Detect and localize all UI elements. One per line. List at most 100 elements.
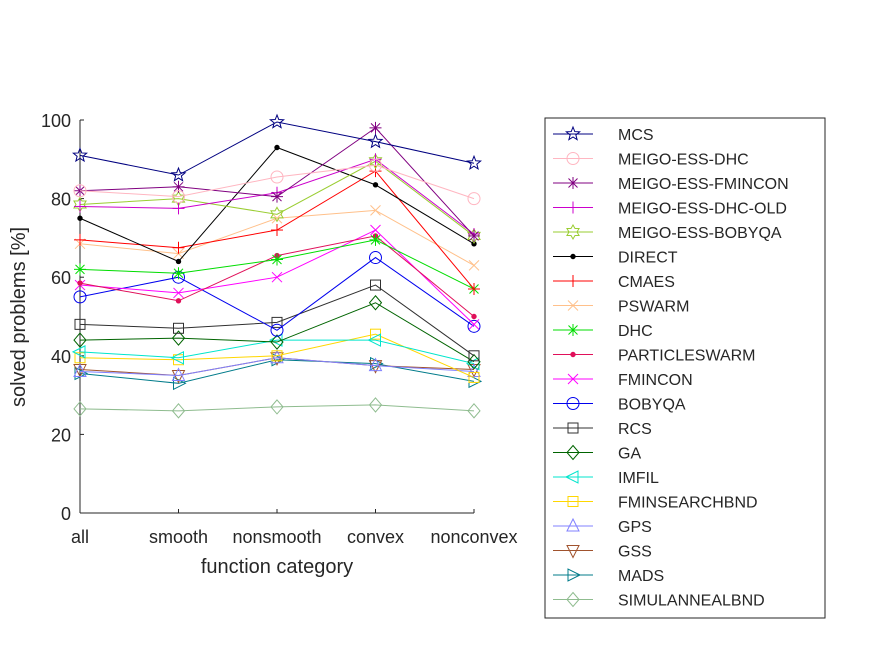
legend-label: MADS xyxy=(618,568,664,585)
data-point xyxy=(77,280,83,286)
data-point xyxy=(71,345,86,359)
marker-stroke xyxy=(370,205,381,216)
data-point xyxy=(467,364,481,378)
legend-item: PARTICLESWARM xyxy=(553,348,756,365)
data-point xyxy=(175,298,182,304)
series-line xyxy=(79,164,475,200)
data-point xyxy=(566,152,580,165)
data-point xyxy=(367,333,381,347)
series xyxy=(71,333,480,371)
data-point xyxy=(567,568,582,582)
x-tick-label: all xyxy=(71,527,89,547)
legend-item: MEIGO-ESS-BOBYQA xyxy=(553,223,782,242)
data-point xyxy=(271,271,283,283)
series xyxy=(73,397,481,419)
data-point xyxy=(271,316,283,328)
legend-label: RCS xyxy=(618,421,652,438)
data-point xyxy=(566,545,580,559)
data-point xyxy=(468,282,480,295)
data-point xyxy=(77,215,83,221)
series xyxy=(74,165,480,295)
x-axis-label: function category xyxy=(201,556,353,578)
series xyxy=(73,349,481,381)
legend-item: DHC xyxy=(553,323,653,340)
data-point xyxy=(567,300,579,311)
data-point xyxy=(74,318,86,330)
legend-item: DIRECT xyxy=(553,250,678,267)
data-point xyxy=(372,182,379,188)
data-point xyxy=(369,158,382,172)
legend-label: PSWARM xyxy=(618,299,689,316)
data-point xyxy=(565,125,581,141)
data-point xyxy=(172,190,185,204)
legend-label: MEIGO-ESS-DHC-OLD xyxy=(618,201,787,218)
data-point xyxy=(172,241,185,254)
data-point xyxy=(171,369,186,384)
legend-item: BOBYQA xyxy=(553,397,686,414)
marker-stroke xyxy=(567,300,579,311)
marker-stroke xyxy=(568,178,578,188)
data-point xyxy=(566,223,580,241)
data-point xyxy=(567,201,579,214)
data-point xyxy=(566,517,580,532)
x-tick-label: nonsmooth xyxy=(232,527,321,547)
series-line xyxy=(79,302,475,363)
data-point xyxy=(567,422,579,434)
legend-item: RCS xyxy=(553,421,652,438)
legend-label: MEIGO-ESS-BOBYQA xyxy=(618,225,782,242)
y-axis-label: solved problems [%] xyxy=(8,227,30,407)
data-point xyxy=(466,154,482,171)
data-point xyxy=(567,324,579,336)
data-point xyxy=(467,353,481,370)
data-point xyxy=(173,287,184,299)
series-line xyxy=(79,284,475,357)
data-point xyxy=(74,200,86,213)
legend-item: IMFIL xyxy=(553,470,659,487)
data-point xyxy=(370,224,381,236)
data-point xyxy=(271,253,283,266)
series xyxy=(74,328,480,383)
legend-label: PARTICLESWARM xyxy=(618,348,756,365)
legend-label: GPS xyxy=(618,519,652,536)
data-point xyxy=(270,206,284,223)
series-line xyxy=(79,146,475,263)
legend-label: GSS xyxy=(618,544,652,561)
series-line xyxy=(79,333,475,378)
y-tick-label: 20 xyxy=(51,425,71,445)
data-point xyxy=(370,279,381,291)
series-line xyxy=(79,404,475,412)
data-point xyxy=(467,319,481,333)
legend-label: CMAES xyxy=(618,274,675,291)
legend-label: DIRECT xyxy=(618,250,678,267)
legend-item: MEIGO-ESS-FMINCON xyxy=(553,176,789,193)
data-point xyxy=(73,290,87,304)
marker-stroke xyxy=(173,287,184,299)
x-tick-label: nonconvex xyxy=(430,527,517,547)
series-line xyxy=(79,256,475,331)
marker-stroke xyxy=(370,123,381,133)
legend-label: DHC xyxy=(618,323,653,340)
data-point xyxy=(468,260,480,271)
legend-label: FMINCON xyxy=(618,372,693,389)
data-point xyxy=(567,275,579,287)
data-point xyxy=(271,224,283,237)
data-point xyxy=(566,591,580,608)
data-point xyxy=(173,322,184,334)
data-point xyxy=(369,233,382,246)
data-point xyxy=(468,371,480,383)
marker-stroke xyxy=(469,231,479,241)
data-point xyxy=(368,397,383,413)
data-point xyxy=(467,192,481,206)
legend-item: PSWARM xyxy=(553,299,689,316)
data-point xyxy=(566,444,580,461)
data-point xyxy=(467,227,481,244)
series xyxy=(77,144,477,265)
series-line xyxy=(79,357,475,376)
legend: MCS MEIGO-ESS-DHC MEIGO-ESS-FMINCON MEIGO-E… xyxy=(544,117,826,619)
data-point xyxy=(567,496,579,507)
data-point xyxy=(564,470,579,484)
legend-label: BOBYQA xyxy=(618,397,686,414)
data-point xyxy=(170,166,187,182)
series-line xyxy=(79,235,475,317)
marker-stroke xyxy=(272,191,282,202)
